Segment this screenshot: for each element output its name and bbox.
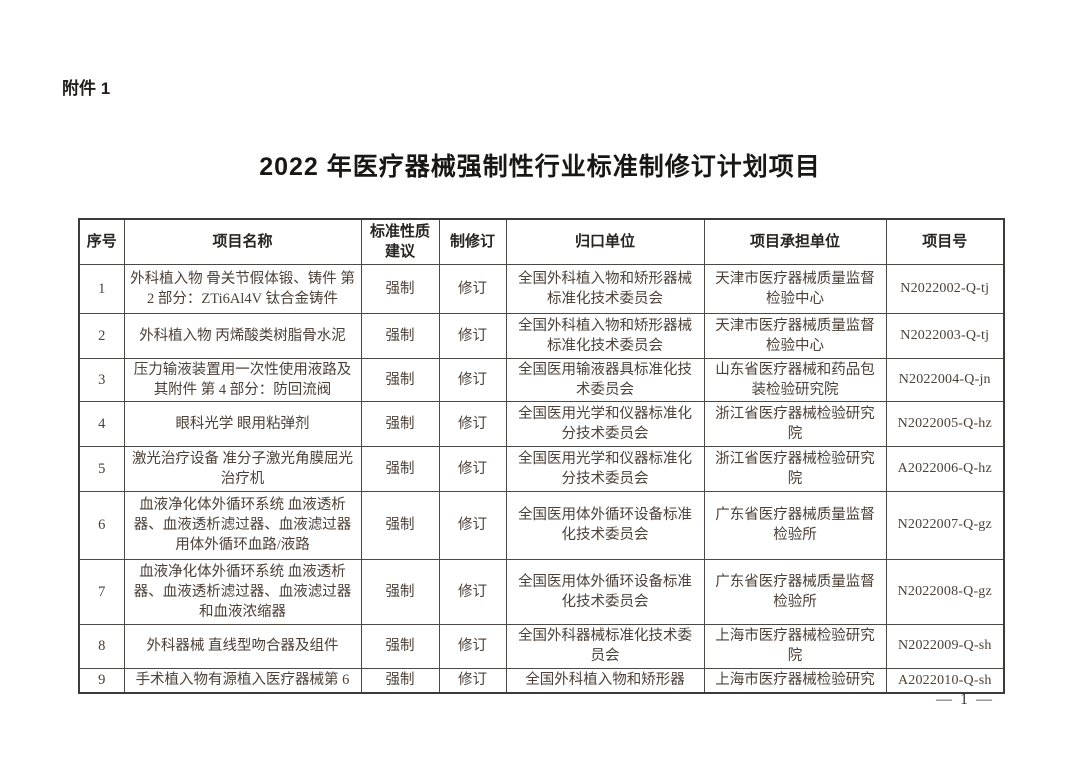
cell-seq: 5 xyxy=(78,445,125,492)
cell-standard-nature: 强制 xyxy=(360,400,440,447)
table-row: 7 血液净化体外循环系统 血液透析器、血液透析滤过器、血液滤过器和血液浓缩器 强… xyxy=(78,558,1005,625)
table-row: 1 外科植入物 骨关节假体锻、铸件 第 2 部分：ZTi6Al4V 钛合金铸件 … xyxy=(78,263,1005,314)
cell-revision-type: 修订 xyxy=(438,312,507,359)
cell-project-number: N2022002-Q-tj xyxy=(885,263,1005,314)
cell-undertaking-unit: 广东省医疗器械质量监督检验所 xyxy=(703,490,887,560)
col-header-centralized-unit: 归口单位 xyxy=(505,218,705,265)
cell-revision-type: 修订 xyxy=(438,490,507,560)
cell-centralized-unit: 全国外科植入物和矫形器 xyxy=(505,667,705,694)
cell-revision-type: 修订 xyxy=(438,445,507,492)
cell-project-name: 外科器械 直线型吻合器及组件 xyxy=(123,623,362,669)
page-title: 2022 年医疗器械强制性行业标准制修订计划项目 xyxy=(259,153,821,181)
cell-project-number: A2022006-Q-hz xyxy=(885,445,1005,492)
col-header-seq: 序号 xyxy=(78,218,125,265)
col-header-revision-type: 制修订 xyxy=(438,218,507,265)
cell-revision-type: 修订 xyxy=(438,357,507,402)
cell-project-number: N2022009-Q-sh xyxy=(885,623,1005,669)
col-header-undertaking-unit: 项目承担单位 xyxy=(703,218,887,265)
cell-undertaking-unit: 浙江省医疗器械检验研究院 xyxy=(703,445,887,492)
cell-undertaking-unit: 天津市医疗器械质量监督检验中心 xyxy=(703,312,887,359)
cell-centralized-unit: 全国医用光学和仪器标准化分技术委员会 xyxy=(505,400,705,447)
table-row: 8 外科器械 直线型吻合器及组件 强制 修订 全国外科器械标准化技术委员会 上海… xyxy=(78,623,1005,669)
cell-undertaking-unit: 上海市医疗器械检验研究院 xyxy=(703,623,887,669)
cell-standard-nature: 强制 xyxy=(360,263,440,314)
cell-seq: 4 xyxy=(78,400,125,447)
cell-standard-nature: 强制 xyxy=(360,357,440,402)
cell-project-number: N2022008-Q-gz xyxy=(885,558,1005,625)
cell-seq: 7 xyxy=(78,558,125,625)
cell-project-number: N2022007-Q-gz xyxy=(885,490,1005,560)
cell-revision-type: 修订 xyxy=(438,623,507,669)
table-row: 2 外科植入物 丙烯酸类树脂骨水泥 强制 修订 全国外科植入物和矫形器械标准化技… xyxy=(78,312,1005,359)
cell-seq: 6 xyxy=(78,490,125,560)
table-row: 4 眼科光学 眼用粘弹剂 强制 修订 全国医用光学和仪器标准化分技术委员会 浙江… xyxy=(78,400,1005,447)
col-header-standard-nature: 标准性质建议 xyxy=(360,218,440,265)
cell-undertaking-unit: 上海市医疗器械检验研究 xyxy=(703,667,887,694)
cell-centralized-unit: 全国医用输液器具标准化技术委员会 xyxy=(505,357,705,402)
cell-centralized-unit: 全国外科器械标准化技术委员会 xyxy=(505,623,705,669)
cell-standard-nature: 强制 xyxy=(360,490,440,560)
cell-undertaking-unit: 广东省医疗器械质量监督检验所 xyxy=(703,558,887,625)
cell-standard-nature: 强制 xyxy=(360,558,440,625)
cell-standard-nature: 强制 xyxy=(360,312,440,359)
cell-centralized-unit: 全国医用体外循环设备标准化技术委员会 xyxy=(505,490,705,560)
cell-project-name: 激光治疗设备 准分子激光角膜屈光治疗机 xyxy=(123,445,362,492)
cell-standard-nature: 强制 xyxy=(360,667,440,694)
table-row: 9 手术植入物有源植入医疗器械第 6 强制 修订 全国外科植入物和矫形器 上海市… xyxy=(78,667,1005,694)
cell-project-name: 外科植入物 丙烯酸类树脂骨水泥 xyxy=(123,312,362,359)
table-row: 6 血液净化体外循环系统 血液透析器、血液透析滤过器、血液滤过器用体外循环血路/… xyxy=(78,490,1005,560)
cell-undertaking-unit: 浙江省医疗器械检验研究院 xyxy=(703,400,887,447)
cell-seq: 1 xyxy=(78,263,125,314)
cell-project-name: 外科植入物 骨关节假体锻、铸件 第 2 部分：ZTi6Al4V 钛合金铸件 xyxy=(123,263,362,314)
cell-project-number: N2022004-Q-jn xyxy=(885,357,1005,402)
cell-project-name: 压力输液装置用一次性使用液路及其附件 第 4 部分：防回流阀 xyxy=(123,357,362,402)
col-header-project-number: 项目号 xyxy=(885,218,1005,265)
cell-project-name: 手术植入物有源植入医疗器械第 6 xyxy=(123,667,362,694)
cell-project-name: 血液净化体外循环系统 血液透析器、血液透析滤过器、血液滤过器用体外循环血路/液路 xyxy=(123,490,362,560)
cell-project-name: 血液净化体外循环系统 血液透析器、血液透析滤过器、血液滤过器和血液浓缩器 xyxy=(123,558,362,625)
cell-revision-type: 修订 xyxy=(438,400,507,447)
cell-centralized-unit: 全国外科植入物和矫形器械标准化技术委员会 xyxy=(505,312,705,359)
cell-standard-nature: 强制 xyxy=(360,623,440,669)
cell-seq: 2 xyxy=(78,312,125,359)
col-header-project-name: 项目名称 xyxy=(123,218,362,265)
cell-seq: 9 xyxy=(78,667,125,694)
cell-revision-type: 修订 xyxy=(438,263,507,314)
cell-project-name: 眼科光学 眼用粘弹剂 xyxy=(123,400,362,447)
cell-seq: 3 xyxy=(78,357,125,402)
projects-table: 序号 项目名称 标准性质建议 制修订 归口单位 项目承担单位 项目号 1 外科植… xyxy=(78,218,1005,694)
cell-project-number: N2022003-Q-tj xyxy=(885,312,1005,359)
table-row: 3 压力输液装置用一次性使用液路及其附件 第 4 部分：防回流阀 强制 修订 全… xyxy=(78,357,1005,402)
cell-centralized-unit: 全国外科植入物和矫形器械标准化技术委员会 xyxy=(505,263,705,314)
table-row: 5 激光治疗设备 准分子激光角膜屈光治疗机 强制 修订 全国医用光学和仪器标准化… xyxy=(78,445,1005,492)
attachment-label: 附件 1 xyxy=(62,79,111,98)
table-header-row: 序号 项目名称 标准性质建议 制修订 归口单位 项目承担单位 项目号 xyxy=(78,218,1005,265)
cell-undertaking-unit: 山东省医疗器械和药品包装检验研究院 xyxy=(703,357,887,402)
cell-centralized-unit: 全国医用体外循环设备标准化技术委员会 xyxy=(505,558,705,625)
cell-revision-type: 修订 xyxy=(438,558,507,625)
cell-project-number: A2022010-Q-sh xyxy=(885,667,1005,694)
cell-undertaking-unit: 天津市医疗器械质量监督检验中心 xyxy=(703,263,887,314)
cell-seq: 8 xyxy=(78,623,125,669)
cell-revision-type: 修订 xyxy=(438,667,507,694)
page-number: — 1 — xyxy=(936,691,994,708)
cell-standard-nature: 强制 xyxy=(360,445,440,492)
cell-centralized-unit: 全国医用光学和仪器标准化分技术委员会 xyxy=(505,445,705,492)
cell-project-number: N2022005-Q-hz xyxy=(885,400,1005,447)
